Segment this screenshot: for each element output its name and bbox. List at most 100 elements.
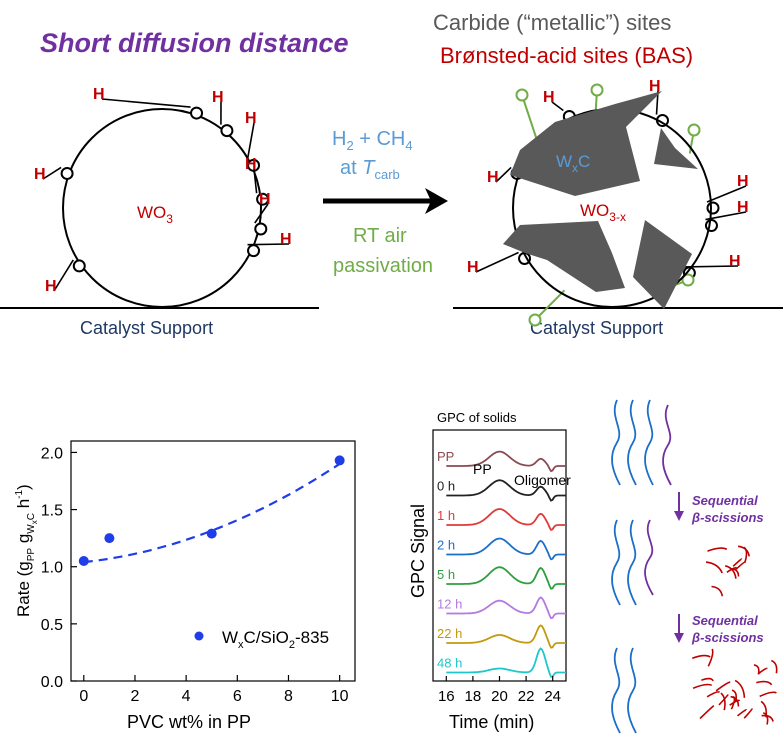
- scission-arrow-2-head: [674, 633, 684, 643]
- gpc-x-tick-label: 18: [465, 688, 482, 705]
- arrow-tcarb-label: at Tcarb: [340, 157, 400, 182]
- title-short-diffusion: Short diffusion distance: [40, 28, 349, 58]
- polymer-fragment: [743, 546, 748, 563]
- hydroxyl-right-2-h-label: H: [737, 173, 749, 190]
- top-schematic: Short diffusion distance Carbide (“metal…: [0, 10, 783, 338]
- x-tick-label: 2: [131, 688, 140, 705]
- gpc-trace-label: 5 h: [437, 567, 455, 582]
- polymer-fragment: [705, 561, 723, 574]
- gpc-trace: [446, 566, 566, 590]
- hydroxyl-left-7-h-label: H: [45, 278, 57, 295]
- polymer-fragment: [701, 677, 714, 682]
- hydroxyl-left-7-oxygen: [72, 259, 86, 273]
- bas-site-0-oxygen: [515, 88, 529, 102]
- scission-label-2b: β-scissions: [691, 630, 764, 645]
- carbide-shard-right: [654, 128, 698, 169]
- wxc-label: WxC: [556, 152, 590, 175]
- fit-curve: [83, 462, 341, 564]
- hydroxyl-right-3-bond: [705, 211, 747, 221]
- polymer-fragment: [692, 654, 711, 659]
- x-tick-label: 0: [79, 688, 88, 705]
- polymer-chain: [611, 519, 621, 606]
- support-label-right: Catalyst Support: [530, 318, 663, 338]
- hydroxyl-left-5-h-label: H: [280, 231, 292, 248]
- scission-label-2: Sequential: [692, 613, 758, 628]
- gpc-x-tick-label: 16: [438, 688, 455, 705]
- y-tick-label: 0.5: [41, 617, 63, 634]
- gpc-x-ticks: 16 18 20 22 24: [438, 676, 561, 705]
- gpc-x-tick-label: 22: [518, 688, 535, 705]
- hydroxyl-left-1-oxygen: [220, 124, 234, 138]
- gpc-panel: GPC of solids PP 0 h 1 h 2 h 5 h 12 h 22 h 48 h…: [408, 410, 571, 732]
- polymer-fragment: [736, 709, 748, 717]
- gpc-x-axis-label: Time (min): [449, 712, 534, 732]
- polymer-chain: [644, 399, 654, 486]
- gpc-trace-label: 12 h: [437, 597, 462, 612]
- plot-frame: [70, 440, 356, 682]
- data-point: [104, 533, 115, 544]
- reaction-arrow-head: [425, 188, 448, 214]
- polymer-fragment: [730, 695, 740, 707]
- support-label-left: Catalyst Support: [80, 318, 213, 338]
- polymer-fragment: [706, 691, 721, 698]
- gpc-trace-label: 2 h: [437, 538, 455, 553]
- polymer-fragment: [699, 704, 715, 720]
- polymer-fragment: [711, 585, 724, 597]
- hydroxyl-right-4-bond: [495, 166, 512, 183]
- scission-label-1: Sequential: [692, 493, 758, 508]
- hydroxyl-right-4-h-label: H: [487, 169, 499, 186]
- bas-site-3-bond: [534, 289, 566, 321]
- polymer-fragment: [743, 708, 753, 719]
- polymer-fragment: [718, 694, 729, 706]
- polymer-fragment: [761, 714, 774, 722]
- y-tick-label: 0.0: [41, 674, 63, 691]
- arrow-rt-air-label: RT air: [353, 225, 407, 247]
- arrow-gas-label: H2 + CH4: [332, 128, 413, 153]
- polymer-fragment: [732, 557, 743, 567]
- gpc-trace: [446, 450, 566, 473]
- hydroxyl-left-0-bond: [101, 98, 191, 108]
- hydroxyl-right-5-bond: [475, 251, 519, 273]
- data-point: [206, 528, 217, 539]
- hydroxyl-right-0-bond: [551, 101, 564, 112]
- y-axis-label: Rate (gPP gWxC h-1): [14, 484, 39, 617]
- polymer-fragment: [707, 547, 728, 552]
- polymer-chain: [627, 399, 637, 486]
- polymer-fragment: [692, 683, 713, 690]
- hydroxyl-left-3-oxygen: [256, 192, 270, 206]
- scission-label-1b: β-scissions: [691, 510, 764, 525]
- pp-peak-label: PP: [473, 461, 492, 477]
- wo3-label: WO3: [137, 203, 173, 226]
- gpc-y-axis-label: GPC Signal: [408, 504, 428, 598]
- bas-site-1-oxygen: [590, 83, 604, 97]
- polymer-chain: [662, 404, 672, 486]
- polymer-fragment: [724, 565, 737, 579]
- hydroxyl-right-0-h-label: H: [543, 89, 555, 106]
- gpc-trace-label: 0 h: [437, 479, 455, 494]
- polymer-chain: [644, 519, 654, 596]
- gpc-trace-label: PP: [437, 449, 454, 464]
- carbide-shard-bottom-right: [633, 220, 692, 309]
- polymer-fragment: [762, 712, 769, 725]
- hydroxyl-left-4-h-label: H: [259, 191, 271, 208]
- bas-site-2-oxygen: [687, 123, 701, 137]
- hydroxyl-left-6-oxygen: [60, 166, 74, 180]
- hydroxyl-left-5-oxygen: [247, 244, 261, 258]
- y-ticks: 0.0 0.5 1.0 1.5 2.0: [41, 445, 77, 691]
- polymer-chain: [611, 647, 621, 734]
- polymer-chain: [627, 519, 637, 606]
- x-tick-label: 6: [233, 688, 242, 705]
- oligomer-peak-label: Oligomer: [514, 472, 571, 488]
- y-tick-label: 1.5: [41, 503, 63, 520]
- y-tick-label: 1.0: [41, 560, 63, 577]
- gpc-trace: [446, 479, 566, 502]
- gpc-x-tick-label: 24: [544, 688, 561, 705]
- polymer-fragment: [770, 659, 778, 674]
- hydroxyl-left-4-oxygen: [254, 222, 268, 236]
- hydroxyl-left-0-h-label: H: [93, 86, 105, 103]
- hydroxyl-left-6-bond: [42, 166, 62, 180]
- gpc-x-tick-label: 20: [491, 688, 508, 705]
- carbide-shard-top: [510, 91, 662, 196]
